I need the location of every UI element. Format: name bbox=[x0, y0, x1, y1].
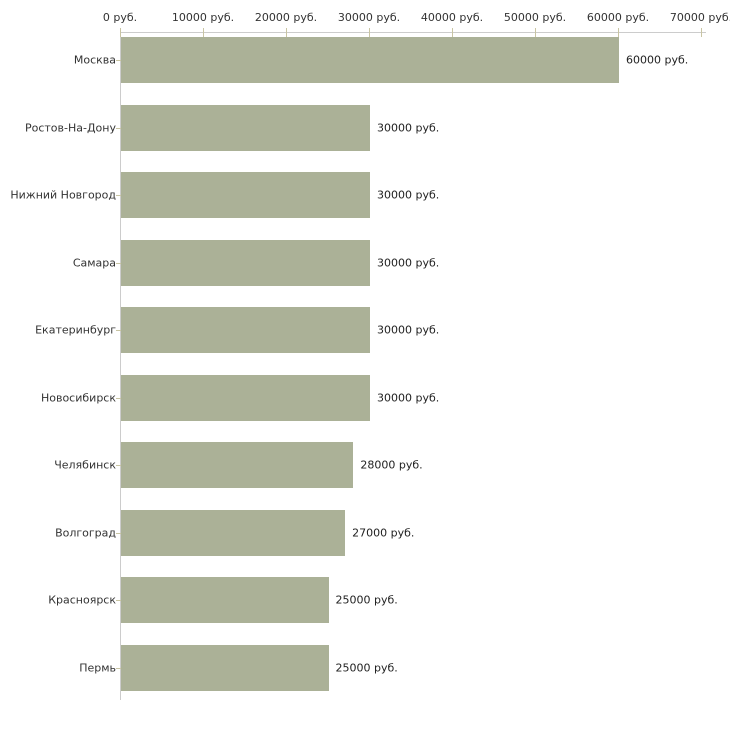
x-axis-tick-label: 30000 руб. bbox=[337, 11, 401, 24]
x-axis-tick-mark bbox=[701, 28, 702, 37]
x-axis-tick-mark bbox=[120, 28, 121, 37]
x-axis-tick-label: 40000 руб. bbox=[420, 11, 484, 24]
y-axis-tick-mark bbox=[116, 127, 121, 129]
bar bbox=[121, 442, 354, 488]
value-label: 25000 руб. bbox=[335, 593, 398, 607]
y-axis-tick-mark bbox=[116, 667, 121, 669]
category-label: Волгоград bbox=[55, 526, 116, 539]
value-label: 30000 руб. bbox=[377, 391, 440, 404]
bar bbox=[121, 239, 370, 286]
category-label: Новосибирск bbox=[40, 391, 116, 404]
category-label: Челябинск bbox=[54, 458, 116, 472]
y-axis-tick-mark bbox=[116, 600, 121, 601]
category-label: Самара bbox=[72, 256, 116, 269]
y-axis-tick-mark bbox=[116, 60, 121, 61]
x-axis-tick-label: 60000 руб. bbox=[586, 11, 650, 24]
category-label: Ростов-На-Дону bbox=[24, 121, 116, 134]
bar bbox=[121, 577, 329, 623]
x-axis-tick-label: 10000 руб. bbox=[171, 11, 235, 24]
x-axis-tick-mark bbox=[286, 28, 287, 37]
y-axis-tick-mark bbox=[116, 465, 121, 466]
x-axis-tick-label: 70000 руб. bbox=[669, 11, 730, 24]
x-axis-tick-mark bbox=[535, 28, 536, 37]
category-label: Екатеринбург bbox=[35, 323, 116, 337]
bar bbox=[121, 104, 370, 151]
bar bbox=[121, 509, 346, 556]
x-axis-tick-label: 20000 руб. bbox=[254, 11, 318, 24]
bar bbox=[121, 644, 329, 691]
category-label: Красноярск bbox=[48, 593, 116, 607]
x-axis-tick-label: 0 руб. bbox=[102, 11, 138, 24]
value-label: 30000 руб. bbox=[377, 323, 440, 337]
x-axis-line bbox=[120, 32, 706, 33]
value-label: 30000 руб. bbox=[377, 121, 440, 134]
value-label: 28000 руб. bbox=[360, 458, 423, 472]
y-axis-tick-mark bbox=[116, 195, 121, 196]
x-axis-tick-label: 50000 руб. bbox=[503, 11, 567, 24]
category-label: Нижний Новгород bbox=[10, 188, 116, 202]
bar bbox=[121, 37, 619, 83]
value-label: 60000 руб. bbox=[626, 53, 689, 67]
bar bbox=[121, 307, 370, 353]
x-axis-tick-mark bbox=[618, 28, 619, 37]
y-axis-line bbox=[120, 32, 121, 700]
value-label: 25000 руб. bbox=[335, 661, 398, 674]
y-axis-tick-mark bbox=[116, 330, 121, 331]
y-axis-tick-mark bbox=[116, 262, 121, 264]
category-label: Москва bbox=[73, 53, 116, 67]
bar bbox=[121, 374, 370, 421]
x-axis-tick-mark bbox=[203, 28, 204, 37]
value-label: 30000 руб. bbox=[377, 188, 440, 202]
bar bbox=[121, 172, 370, 218]
value-label: 27000 руб. bbox=[352, 526, 415, 539]
y-axis-tick-mark bbox=[116, 397, 121, 399]
x-axis-tick-mark bbox=[369, 28, 370, 37]
y-axis-tick-mark bbox=[116, 532, 121, 534]
value-label: 30000 руб. bbox=[377, 256, 440, 269]
category-label: Пермь bbox=[79, 661, 116, 674]
x-axis-tick-mark bbox=[452, 28, 453, 37]
